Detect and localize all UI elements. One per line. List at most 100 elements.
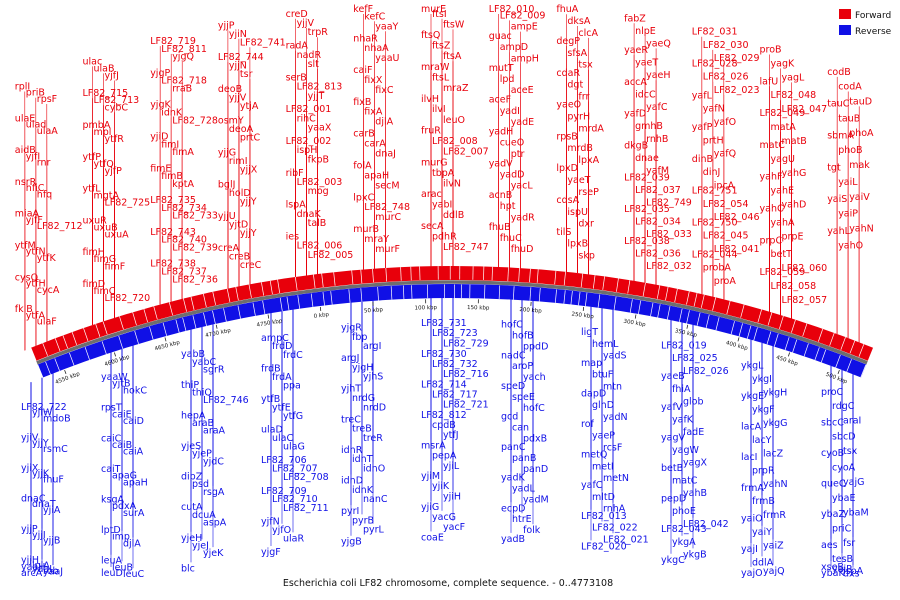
forward-gene-gap bbox=[62, 335, 68, 349]
forward-gene-label: LF82_740 bbox=[161, 235, 207, 246]
forward-gene-label: dksA bbox=[567, 16, 590, 27]
reverse-gene-label: yabC bbox=[192, 357, 216, 368]
reverse-gene-label: yajQ bbox=[763, 566, 785, 577]
reverse-gene-label: xseB bbox=[821, 562, 844, 573]
reverse-gene-label: araI bbox=[843, 416, 861, 427]
scale-tick-label: 4750 kbp bbox=[256, 318, 283, 328]
forward-gene-label: lpxA bbox=[578, 155, 599, 166]
forward-gene-gap bbox=[313, 274, 316, 289]
forward-gene-label: LF82_046 bbox=[714, 212, 760, 223]
reverse-gene-gap bbox=[84, 347, 90, 361]
forward-gene-label: LF82_007 bbox=[443, 147, 489, 158]
scale-tick bbox=[267, 314, 270, 319]
chromosome-ring bbox=[30, 266, 874, 378]
scale-tick bbox=[113, 352, 116, 357]
reverse-gene-label: idnT bbox=[352, 454, 373, 465]
reverse-gene-label: yadK bbox=[501, 473, 525, 484]
forward-gene-label: hfiC bbox=[26, 183, 45, 194]
forward-gene-gap bbox=[849, 340, 856, 354]
forward-gene-gap bbox=[277, 279, 281, 294]
reverse-gene-label: yahN bbox=[763, 479, 788, 490]
scale-tick bbox=[686, 324, 689, 329]
forward-gene-label: secA bbox=[421, 221, 444, 232]
reverse-gene-gap bbox=[252, 302, 256, 316]
legend-label-forward: Forward bbox=[855, 11, 891, 21]
forward-gene-label: yaeR bbox=[624, 45, 648, 56]
reverse-gene-label: panD bbox=[523, 464, 548, 475]
reverse-gene-label: frdD bbox=[272, 341, 292, 352]
forward-gene-label: LF82_031 bbox=[692, 27, 738, 38]
reverse-gene-label: fhuF bbox=[43, 475, 64, 486]
reverse-gene-band bbox=[37, 284, 867, 378]
forward-gene-label: tsr bbox=[240, 69, 253, 80]
reverse-gene-label: idnR bbox=[341, 445, 363, 456]
forward-gene-label: yagL bbox=[782, 72, 805, 83]
forward-gene-gap bbox=[235, 286, 239, 301]
reverse-gene-gap bbox=[262, 300, 266, 315]
forward-gene-label: deoB bbox=[218, 84, 242, 95]
reverse-gene-label: tesB bbox=[832, 554, 853, 565]
reverse-gene-label: ytfB bbox=[261, 394, 280, 405]
reverse-gene-gap bbox=[629, 299, 633, 313]
reverse-gene-label: yjjI bbox=[32, 530, 46, 541]
reverse-gene-label: yjjP bbox=[21, 524, 38, 535]
forward-gene-label: yjjY bbox=[240, 196, 257, 207]
reverse-gene-label: ytfE bbox=[272, 402, 291, 413]
forward-gene-label: LF82_054 bbox=[703, 199, 749, 210]
reverse-gene-label: yjeS bbox=[181, 441, 201, 452]
reverse-gene-label: cyoB bbox=[821, 448, 844, 459]
forward-gene-label: hfq bbox=[37, 189, 52, 200]
forward-gene-label: nhaR bbox=[353, 33, 378, 44]
forward-gene-label: yjjG bbox=[218, 148, 236, 159]
reverse-gene-label: leuC bbox=[123, 569, 145, 580]
forward-gene-label: yjgK bbox=[150, 100, 171, 111]
forward-gene-label: yjjP bbox=[218, 20, 235, 31]
forward-gene-label: LF82_739 bbox=[172, 243, 218, 254]
forward-gene-label: LF82_010 bbox=[489, 4, 535, 15]
forward-gene-label: ulaF bbox=[37, 317, 57, 328]
reverse-gene-label: yjiL bbox=[443, 461, 460, 472]
forward-gene-gap bbox=[372, 268, 374, 283]
reverse-gene-label: aes bbox=[821, 540, 838, 551]
reverse-gene-label: frmA bbox=[741, 483, 764, 494]
reverse-gene-label: thiQ bbox=[192, 387, 212, 398]
scale-tick-label: 400 kbp bbox=[725, 340, 749, 352]
forward-gene-label: kefC bbox=[364, 11, 385, 22]
forward-gene-label: yadR bbox=[511, 212, 535, 223]
forward-gene-label: creA bbox=[218, 243, 240, 254]
reverse-gene-label: hokC bbox=[123, 386, 147, 397]
forward-gene-gap bbox=[858, 344, 865, 357]
reverse-gene-label: leuB bbox=[112, 562, 133, 573]
reverse-gene-label: pepD bbox=[661, 494, 686, 505]
scale-tick-label: 250 kbp bbox=[571, 312, 594, 321]
forward-gene-gap bbox=[400, 267, 402, 281]
forward-gene-label: yaaU bbox=[375, 53, 399, 64]
forward-gene-label: trpR bbox=[308, 27, 329, 38]
forward-gene-label: dnae bbox=[635, 153, 659, 164]
forward-gene-label: ytfP bbox=[83, 152, 102, 163]
reverse-gene-label: ppa bbox=[283, 380, 301, 391]
forward-gene-label: yaeQ bbox=[646, 38, 671, 49]
forward-gene-label: yadH bbox=[489, 127, 514, 138]
reverse-gene-gap bbox=[715, 317, 720, 331]
forward-gene-gap bbox=[71, 332, 78, 345]
reverse-gene-label: yaeP bbox=[592, 431, 615, 442]
reverse-gene-label: matC bbox=[672, 476, 698, 487]
forward-gene-label: ulaA bbox=[37, 126, 58, 137]
forward-gene-gap bbox=[132, 312, 137, 326]
forward-gene-label: dnaK bbox=[297, 209, 322, 220]
reverse-gene-label: yafC bbox=[581, 480, 603, 491]
scale-tick bbox=[164, 337, 167, 342]
reverse-gene-label: folk bbox=[523, 525, 541, 536]
forward-gene-label: murF bbox=[375, 244, 400, 255]
forward-gene-gap bbox=[119, 316, 124, 330]
forward-gene-label: rimI bbox=[229, 156, 248, 167]
reverse-gene-label: yjfO bbox=[272, 525, 291, 536]
forward-gene-label: carA bbox=[364, 139, 386, 150]
forward-gene-label: fkpB bbox=[308, 154, 329, 165]
forward-gene-label: rpsB bbox=[556, 131, 577, 142]
reverse-gene-gap bbox=[330, 291, 333, 305]
forward-gene-label: kptA bbox=[172, 179, 194, 190]
reverse-gene-label: metQ bbox=[581, 450, 607, 461]
reverse-gene-gap bbox=[696, 312, 701, 326]
